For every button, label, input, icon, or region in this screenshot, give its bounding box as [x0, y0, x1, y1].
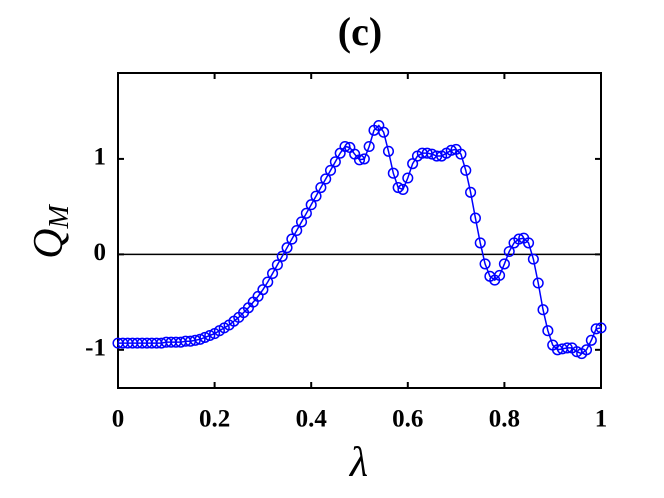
x-axis-label: λ	[348, 440, 368, 486]
data-marker	[532, 277, 544, 289]
data-marker	[513, 233, 525, 245]
data-marker	[460, 164, 472, 176]
data-marker	[353, 154, 366, 166]
y-axis-label-sub: M	[44, 203, 75, 229]
data-marker	[407, 158, 419, 170]
data-marker	[455, 148, 467, 160]
x-tick-label: 0	[112, 406, 125, 433]
data-marker	[276, 250, 288, 262]
data-marker	[363, 140, 375, 153]
data-marker	[397, 183, 409, 196]
data-marker	[291, 224, 303, 237]
data-marker	[199, 331, 211, 343]
data-marker	[523, 237, 535, 249]
data-marker	[469, 212, 481, 224]
data-marker	[324, 164, 337, 176]
plot-frame	[117, 72, 602, 389]
data-marker	[494, 269, 506, 281]
data-marker	[474, 237, 486, 249]
chart-title: (c)	[338, 9, 382, 54]
x-tick-label: 0.8	[489, 406, 520, 433]
data-marker	[503, 245, 515, 258]
data-marker	[595, 322, 607, 334]
data-marker	[402, 172, 414, 184]
data-marker	[194, 333, 206, 345]
data-marker	[300, 207, 312, 219]
data-marker	[286, 233, 298, 245]
data-marker	[590, 323, 602, 335]
data-marker	[479, 258, 491, 270]
data-marker	[561, 342, 573, 354]
data-marker	[465, 186, 477, 198]
data-marker	[421, 147, 433, 159]
data-marker	[257, 284, 269, 296]
data-marker	[329, 156, 341, 168]
data-marker	[542, 325, 554, 337]
y-tick-label: 1	[94, 144, 107, 171]
data-marker	[262, 276, 274, 288]
data-marker	[315, 181, 327, 194]
data-marker	[445, 144, 457, 156]
data-marker	[305, 199, 317, 211]
data-marker	[267, 267, 279, 280]
data-marker	[431, 150, 443, 162]
data-marker	[382, 145, 395, 157]
y-tick-label: 0	[94, 239, 107, 266]
data-marker	[320, 173, 332, 185]
data-marker	[498, 258, 510, 270]
data-marker	[310, 190, 322, 202]
data-marker	[295, 216, 308, 228]
data-marker	[271, 259, 283, 271]
x-tick-label: 0.4	[296, 406, 328, 433]
data-marker	[281, 242, 293, 254]
data-marker	[378, 126, 390, 138]
y-tick-label: -1	[85, 335, 106, 362]
y-axis-label-base: Q	[26, 228, 72, 258]
data-marker	[392, 181, 404, 194]
data-marker	[358, 153, 370, 165]
data-marker	[339, 140, 351, 153]
data-marker	[580, 344, 593, 356]
x-tick-label: 0.2	[199, 406, 230, 433]
y-axis-label: QM	[26, 203, 76, 258]
data-marker	[527, 253, 539, 265]
data-marker	[189, 334, 201, 346]
data-marker	[204, 329, 216, 342]
data-marker	[537, 304, 549, 316]
data-marker	[585, 334, 597, 346]
data-marker	[387, 167, 399, 179]
x-tick-label: 0.6	[392, 406, 423, 433]
x-tick-label: 1	[595, 406, 608, 433]
